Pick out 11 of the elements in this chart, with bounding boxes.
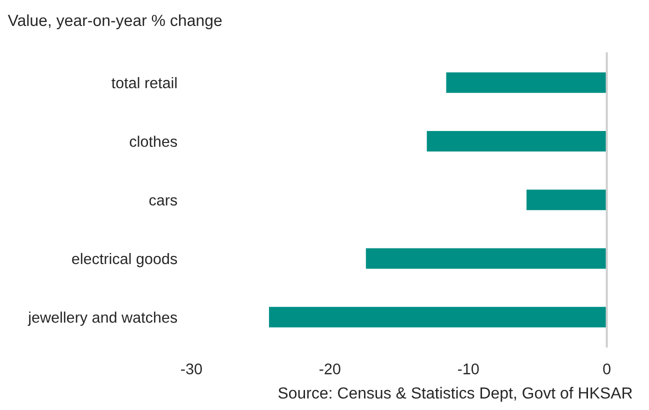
y-tick-label: jewellery and watches — [28, 312, 178, 326]
x-tick-label: -30 — [181, 364, 202, 374]
y-tick-label: cars — [149, 197, 178, 206]
y-tick-label: clothes — [130, 136, 178, 147]
source-note: Source: Census & Statistics Dept, Govt of HKSAR — [278, 386, 632, 402]
x-tick-label: -20 — [320, 364, 340, 374]
chart-title: Value, year-on-year % change — [8, 14, 222, 30]
y-tick-label: total retail — [112, 77, 177, 88]
y-tick-label: electrical goods — [72, 252, 178, 268]
x-tick-label: -10 — [458, 364, 479, 374]
x-tick-label: 0 — [603, 364, 610, 374]
